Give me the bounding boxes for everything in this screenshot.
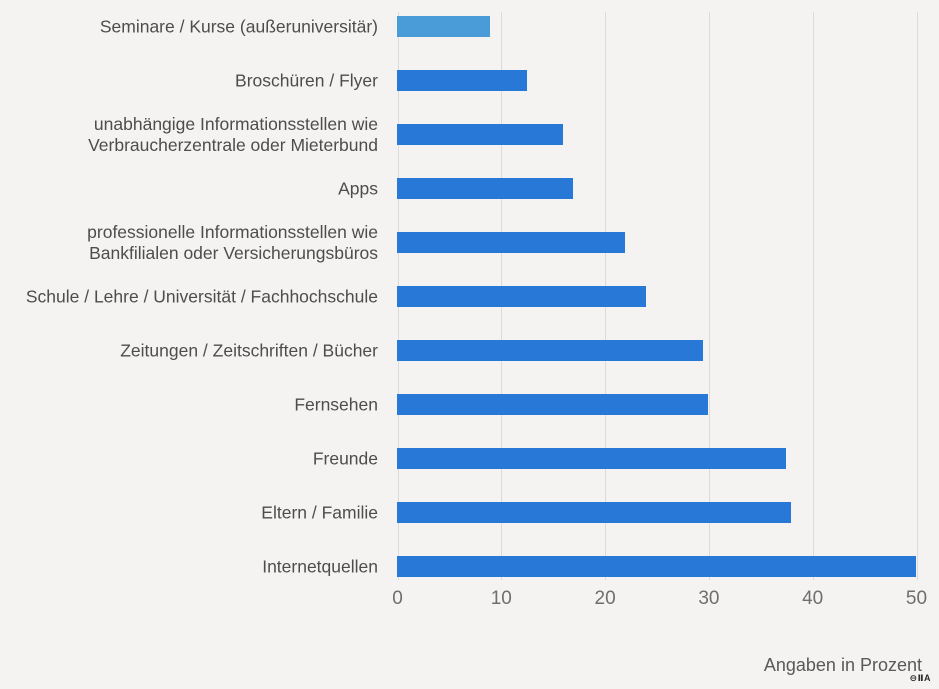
- x-tick-label: 20: [594, 588, 616, 609]
- category-label: Broschüren / Flyer: [235, 70, 378, 90]
- gridline-30: [708, 12, 710, 580]
- category-label: unabhängige Informationsstellen wie Verb…: [88, 113, 378, 155]
- category-label: Eltern / Familie: [261, 502, 378, 522]
- bar-segment: [397, 232, 626, 253]
- bar-segment: [397, 340, 704, 361]
- x-tick-label: 50: [905, 588, 928, 609]
- gridline-50: [916, 12, 918, 580]
- bar-segment: [397, 70, 527, 91]
- bar-segment: [397, 16, 491, 37]
- category-label: Schule / Lehre / Universität / Fachhochs…: [25, 286, 378, 306]
- gridline-40: [812, 12, 814, 580]
- x-tick-label: 0: [392, 588, 403, 609]
- bar-segment: [397, 286, 647, 307]
- watermark: ⊖ⅡA: [909, 673, 931, 683]
- category-label: Apps: [338, 178, 378, 198]
- x-tick-label: 40: [802, 588, 824, 609]
- axis-unit-label: Angaben in Prozent: [763, 655, 922, 675]
- category-label: Zeitungen / Zeitschriften / Bücher: [120, 340, 378, 360]
- bar-segment: [397, 448, 787, 469]
- category-label: professionelle Informationsstellen wie B…: [87, 221, 378, 263]
- bar-segment: [397, 556, 916, 577]
- category-label: Fernsehen: [294, 394, 378, 414]
- category-label: Freunde: [312, 448, 378, 468]
- bar-segment: [397, 124, 564, 145]
- category-label: Internetquellen: [262, 556, 378, 576]
- x-tick-label: 30: [698, 588, 720, 609]
- x-tick-label: 10: [490, 588, 512, 609]
- bar-segment: [397, 178, 574, 199]
- bar-segment: [397, 502, 792, 523]
- category-label: Seminare / Kurse (außeruniversitär): [99, 16, 378, 36]
- bar-segment: [397, 394, 709, 415]
